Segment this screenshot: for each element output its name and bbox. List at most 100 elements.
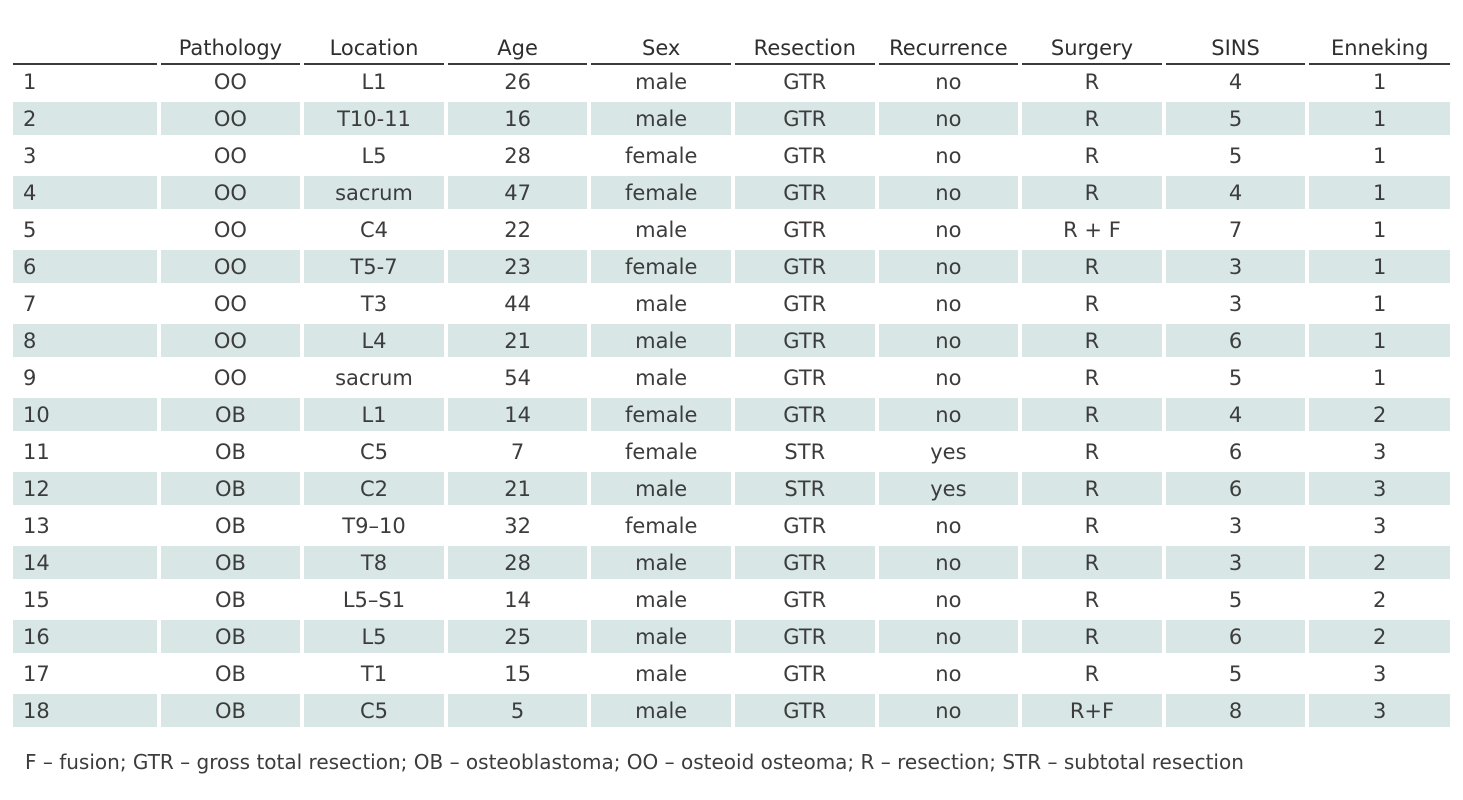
table-cell: 6 — [1165, 472, 1306, 509]
table-cell: 1 — [13, 65, 157, 102]
table-cell: 1 — [1309, 139, 1450, 176]
table-cell: GTR — [734, 139, 875, 176]
table-cell: T9–10 — [304, 509, 444, 546]
table-footnote: F – fusion; GTR – gross total resection;… — [25, 750, 1244, 774]
table-cell: 5 — [447, 694, 588, 731]
table-cell: STR — [734, 472, 875, 509]
column-header: Age — [447, 28, 588, 65]
table-cell: male — [591, 324, 731, 361]
table-cell: male — [591, 620, 731, 657]
table-cell: 17 — [13, 657, 157, 694]
table-header: Pathology Location Age Sex Resection Recurren… — [13, 28, 1450, 65]
table-row: 3 OO L5 28 female GTR no R 5 1 — [13, 139, 1450, 176]
column-header: SINS — [1165, 28, 1306, 65]
column-header: Enneking — [1309, 28, 1450, 65]
table-body: 1 OO L1 26 male GTR no R 4 1 2 OO T10-11 16 male GTR no R… — [13, 65, 1450, 731]
table-row: 18 OB C5 5 male GTR no R+F 8 3 — [13, 694, 1450, 731]
table-cell: no — [878, 620, 1019, 657]
table-cell: 4 — [1165, 398, 1306, 435]
table-cell: T3 — [304, 287, 444, 324]
table-cell: yes — [878, 435, 1019, 472]
table-cell: R — [1022, 361, 1162, 398]
table-cell: 32 — [447, 509, 588, 546]
table-row: 2 OO T10-11 16 male GTR no R 5 1 — [13, 102, 1450, 139]
table-cell: C5 — [304, 694, 444, 731]
column-header: Recurrence — [878, 28, 1019, 65]
table-cell: R — [1022, 398, 1162, 435]
table-cell: female — [591, 176, 731, 213]
table-cell: R — [1022, 546, 1162, 583]
table-cell: 2 — [1309, 620, 1450, 657]
table-cell: L5 — [304, 139, 444, 176]
table-cell: GTR — [734, 176, 875, 213]
table-cell: R — [1022, 472, 1162, 509]
table-cell: 3 — [1309, 657, 1450, 694]
table-row: 1 OO L1 26 male GTR no R 4 1 — [13, 65, 1450, 102]
table-cell: GTR — [734, 65, 875, 102]
table-cell: 25 — [447, 620, 588, 657]
table-cell: female — [591, 250, 731, 287]
table-cell: male — [591, 694, 731, 731]
table-cell: 12 — [13, 472, 157, 509]
table-cell: 3 — [1309, 509, 1450, 546]
table-cell: GTR — [734, 102, 875, 139]
table-cell: female — [591, 509, 731, 546]
table-row: 4 OO sacrum 47 female GTR no R 4 1 — [13, 176, 1450, 213]
table-cell: 2 — [13, 102, 157, 139]
table-cell: 5 — [13, 213, 157, 250]
table-cell: yes — [878, 472, 1019, 509]
table-row: 17 OB T1 15 male GTR no R 5 3 — [13, 657, 1450, 694]
table-cell: sacrum — [304, 176, 444, 213]
table-cell: 14 — [447, 398, 588, 435]
table-cell: C2 — [304, 472, 444, 509]
table-cell: OB — [160, 435, 301, 472]
table-cell: T10-11 — [304, 102, 444, 139]
table-cell: no — [878, 176, 1019, 213]
table-cell: R — [1022, 620, 1162, 657]
table-row: 10 OB L1 14 female GTR no R 4 2 — [13, 398, 1450, 435]
table-cell: GTR — [734, 361, 875, 398]
table-cell: 5 — [1165, 139, 1306, 176]
table-cell: GTR — [734, 546, 875, 583]
table-cell: 8 — [1165, 694, 1306, 731]
table-cell: L4 — [304, 324, 444, 361]
table-cell: male — [591, 65, 731, 102]
table-cell: male — [591, 546, 731, 583]
table-cell: no — [878, 65, 1019, 102]
table-cell: C5 — [304, 435, 444, 472]
table-cell: L5 — [304, 620, 444, 657]
table-cell: GTR — [734, 287, 875, 324]
table-cell: 3 — [1165, 287, 1306, 324]
table-cell: OB — [160, 620, 301, 657]
table-cell: R — [1022, 287, 1162, 324]
table-cell: 14 — [13, 546, 157, 583]
table-cell: R — [1022, 324, 1162, 361]
table-cell: female — [591, 435, 731, 472]
table-cell: 28 — [447, 139, 588, 176]
table-cell: 15 — [447, 657, 588, 694]
table-cell: R — [1022, 176, 1162, 213]
table-cell: GTR — [734, 694, 875, 731]
table-cell: OB — [160, 583, 301, 620]
table-cell: 1 — [1309, 250, 1450, 287]
table-cell: no — [878, 398, 1019, 435]
table-cell: 1 — [1309, 324, 1450, 361]
table-cell: 6 — [1165, 324, 1306, 361]
table-cell: 5 — [1165, 102, 1306, 139]
table-cell: OB — [160, 546, 301, 583]
table-cell: R — [1022, 657, 1162, 694]
table-cell: R+F — [1022, 694, 1162, 731]
table-cell: no — [878, 583, 1019, 620]
table-cell: OO — [160, 287, 301, 324]
table-cell: 6 — [1165, 620, 1306, 657]
table-cell: 10 — [13, 398, 157, 435]
table-cell: 4 — [13, 176, 157, 213]
table-cell: 7 — [1165, 213, 1306, 250]
table-cell: 5 — [1165, 657, 1306, 694]
table-cell: 28 — [447, 546, 588, 583]
table-cell: 3 — [1309, 472, 1450, 509]
table-cell: 1 — [1309, 213, 1450, 250]
table-cell: R — [1022, 139, 1162, 176]
table-cell: female — [591, 139, 731, 176]
